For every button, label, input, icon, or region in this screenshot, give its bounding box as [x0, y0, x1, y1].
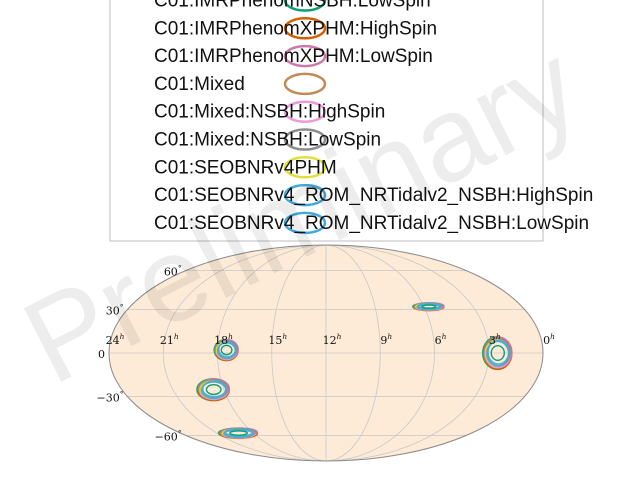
legend-label: C01:IMRPhenomXPHM:HighSpin: [154, 18, 437, 39]
region-contour: [217, 341, 237, 358]
legend-label: C01:SEOBNRv4_ROM_NRTidalv2_NSBH:HighSpin: [154, 185, 593, 206]
legend-entry: C01:IMRPhenomXPHM:LowSpin: [154, 44, 433, 68]
ra-tick-label: 0h: [543, 332, 555, 347]
legend-marker: [283, 183, 327, 207]
legend-label: C01:SEOBNRv4PHM: [154, 157, 337, 178]
legend-marker: [283, 100, 327, 123]
legend-marker: [283, 128, 327, 151]
dec-tick-label: 30°: [106, 302, 124, 317]
ra-tick-label: 6h: [435, 332, 447, 347]
legend-label: C01:Mixed:NSBH:HighSpin: [154, 102, 385, 123]
dec-tick-label: 0: [98, 348, 105, 361]
legend-entry: C01:Mixed: [154, 72, 327, 96]
sky-region: [411, 301, 445, 312]
sky-region: [481, 335, 513, 371]
legend-entry: C01:SEOBNRv4_ROM_NRTidalv2_NSBH:LowSpin: [154, 211, 589, 235]
legend-entry: C01:IMRPhenomXPHM:HighSpin: [154, 17, 437, 40]
legend-entry: C01:Mixed:NSBH:LowSpin: [154, 128, 381, 151]
sky-frame: [108, 244, 544, 462]
ra-tick-label: 18h: [214, 332, 233, 347]
dec-tick-label: 60°: [164, 264, 182, 279]
legend-entry: C01:SEOBNRv4PHM: [154, 156, 337, 179]
legend-label: C01:Mixed:NSBH:LowSpin: [154, 130, 381, 151]
dec-tick-label: −60°: [155, 428, 182, 443]
ra-tick-label: 9h: [380, 332, 392, 347]
legend-label: C01:IMRPhenomXPHM:LowSpin: [154, 46, 433, 67]
sky-region: [196, 377, 231, 402]
legend-marker: [283, 72, 327, 96]
region-contour-inner: [421, 304, 437, 309]
grid-meridian: [325, 244, 381, 462]
legend-marker: [283, 17, 327, 40]
legend-marker: [283, 156, 327, 179]
tick-labels: 24h 21h 18h 15h 12h 9h 6h 3h 0h 60° 30° 0 −30° −60°: [97, 264, 556, 444]
probability-regions: [196, 301, 513, 440]
sky-region: [217, 427, 259, 440]
ra-tick-label: 3h: [489, 332, 501, 347]
region-contour: [201, 380, 227, 398]
legend-entries: C01:IMRPhenomNSBH:LowSpin C01:IMRPhenomXP…: [154, 0, 593, 235]
region-contour-inner: [205, 383, 222, 396]
dec-tick-label: −30°: [97, 390, 124, 405]
legend-label: C01:Mixed: [154, 74, 245, 95]
ra-tick-label: 12h: [323, 332, 342, 347]
legend-box: [109, 0, 544, 242]
legend-marker: [283, 211, 327, 235]
legend: C01:IMRPhenomNSBH:LowSpin C01:IMRPhenomXP…: [109, 0, 593, 242]
region-contour-inner: [490, 344, 506, 362]
grid-meridian: [271, 244, 327, 462]
region-contour: [487, 339, 510, 365]
skymap-plot: 24h 21h 18h 15h 12h 9h 6h 3h 0h 60° 30° 0 −30° −60°: [97, 244, 556, 462]
region-contour-inner: [229, 430, 249, 436]
legend-entry: C01:IMRPhenomNSBH:LowSpin: [154, 0, 431, 12]
legend-entry: C01:Mixed:NSBH:HighSpin: [154, 100, 385, 123]
ra-tick-label: 24h: [106, 332, 125, 347]
legend-marker: [283, 44, 327, 68]
grid-meridian: [325, 244, 435, 462]
legend-label: C01:IMRPhenomNSBH:LowSpin: [154, 0, 431, 12]
ra-tick-label: 21h: [160, 332, 179, 347]
sky-region: [213, 338, 239, 362]
ra-tick-label: 15h: [268, 332, 287, 347]
legend-entry: C01:SEOBNRv4_ROM_NRTidalv2_NSBH:HighSpin: [154, 183, 593, 207]
region-contour-inner: [220, 344, 233, 356]
legend-marker: [283, 0, 327, 12]
legend-label: C01:SEOBNRv4_ROM_NRTidalv2_NSBH:LowSpin: [154, 213, 589, 234]
